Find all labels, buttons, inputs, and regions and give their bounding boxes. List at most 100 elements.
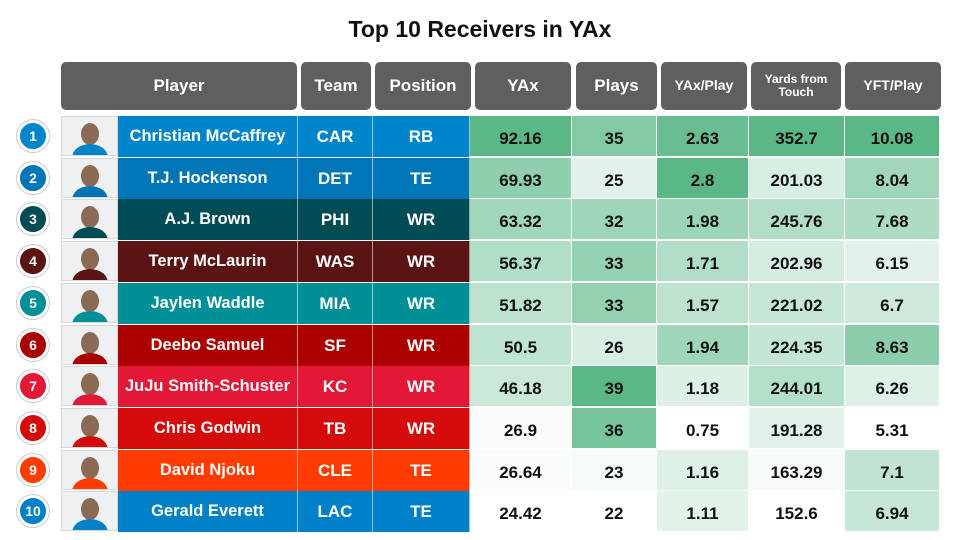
cell-yax: 46.18 [470,366,572,407]
cell-yft-per-play: 5.31 [845,408,940,449]
team-abbr: KC [298,366,373,407]
player-headshot [61,450,118,490]
cell-yax-per-play: 2.8 [657,158,749,199]
cell-yards-from-touch: 202.96 [749,241,845,282]
player-headshot [61,408,118,448]
cell-yft-per-play: 7.68 [845,199,940,240]
rank-badge: 9 [17,454,49,486]
cell-plays: 32 [572,199,657,240]
player-name: Chris Godwin [118,408,298,449]
cell-yft-per-play: 6.15 [845,241,940,282]
player-headshot [61,158,118,198]
header-yax: YAx [475,62,571,110]
cell-plays: 23 [572,450,657,491]
header-plays: Plays [576,62,657,110]
rank-badge: 6 [17,329,49,361]
cell-yards-from-touch: 245.76 [749,199,845,240]
cell-plays: 33 [572,283,657,324]
cell-yards-from-touch: 152.6 [749,491,845,532]
header-position: Position [375,62,471,110]
header-yax-per-play: YAx/Play [661,62,747,110]
cell-yards-from-touch: 221.02 [749,283,845,324]
cell-yax: 51.82 [470,283,572,324]
header-yft-per-play: YFT/Play [845,62,941,110]
team-abbr: SF [298,325,373,366]
cell-yft-per-play: 6.26 [845,366,940,407]
cell-yax-per-play: 1.11 [657,491,749,532]
position: WR [373,199,470,240]
player-headshot [61,241,118,281]
player-name: Terry McLaurin [118,241,298,282]
cell-yax-per-play: 1.16 [657,450,749,491]
player-name: Jaylen Waddle [118,283,298,324]
cell-yax-per-play: 1.57 [657,283,749,324]
cell-yax: 26.64 [470,450,572,491]
player-name: Deebo Samuel [118,325,298,366]
cell-yax: 63.32 [470,199,572,240]
cell-yax-per-play: 2.63 [657,116,749,157]
chart-title: Top 10 Receivers in YAx [348,16,612,42]
rank-badge: 1 [17,120,49,152]
cell-plays: 33 [572,241,657,282]
cell-yards-from-touch: 244.01 [749,366,845,407]
rank-badge: 8 [17,412,49,444]
cell-yax: 50.5 [470,325,572,366]
cell-yax-per-play: 1.94 [657,325,749,366]
header-yards-from-touch: Yards from Touch [751,62,841,110]
position: WR [373,366,470,407]
cell-plays: 25 [572,158,657,199]
player-name: T.J. Hockenson [118,158,298,199]
player-name: A.J. Brown [118,199,298,240]
cell-yax: 26.9 [470,408,572,449]
position: WR [373,408,470,449]
cell-yax-per-play: 1.71 [657,241,749,282]
position: RB [373,116,470,157]
player-name: Gerald Everett [118,491,298,532]
player-headshot [61,116,118,156]
rank-badge: 3 [17,203,49,235]
team-abbr: DET [298,158,373,199]
header-team: Team [301,62,371,110]
position: WR [373,325,470,366]
player-name: JuJu Smith-Schuster [118,366,298,407]
player-headshot [61,199,118,239]
team-abbr: CAR [298,116,373,157]
player-name: Christian McCaffrey [118,116,298,157]
player-name: David Njoku [118,450,298,491]
position: TE [373,158,470,199]
cell-yax-per-play: 0.75 [657,408,749,449]
cell-plays: 22 [572,491,657,532]
cell-yards-from-touch: 352.7 [749,116,845,157]
cell-plays: 39 [572,366,657,407]
player-headshot [61,325,118,365]
cell-yax: 56.37 [470,241,572,282]
cell-yax: 69.93 [470,158,572,199]
team-abbr: LAC [298,491,373,532]
cell-yards-from-touch: 163.29 [749,450,845,491]
cell-yards-from-touch: 201.03 [749,158,845,199]
header-player: Player [61,62,297,110]
cell-yft-per-play: 7.1 [845,450,940,491]
player-headshot [61,366,118,406]
rank-badge: 10 [17,495,49,527]
rank-badge: 5 [17,287,49,319]
team-abbr: WAS [298,241,373,282]
cell-yax-per-play: 1.18 [657,366,749,407]
rank-badge: 7 [17,370,49,402]
team-abbr: MIA [298,283,373,324]
position: WR [373,241,470,282]
cell-yax: 92.16 [470,116,572,157]
team-abbr: CLE [298,450,373,491]
cell-plays: 36 [572,408,657,449]
team-abbr: PHI [298,199,373,240]
cell-yft-per-play: 8.04 [845,158,940,199]
rank-badge: 2 [17,162,49,194]
player-headshot [61,283,118,323]
player-headshot [61,491,118,531]
cell-plays: 26 [572,325,657,366]
cell-plays: 35 [572,116,657,157]
position: TE [373,450,470,491]
position: TE [373,491,470,532]
cell-yft-per-play: 6.94 [845,491,940,532]
cell-yft-per-play: 6.7 [845,283,940,324]
